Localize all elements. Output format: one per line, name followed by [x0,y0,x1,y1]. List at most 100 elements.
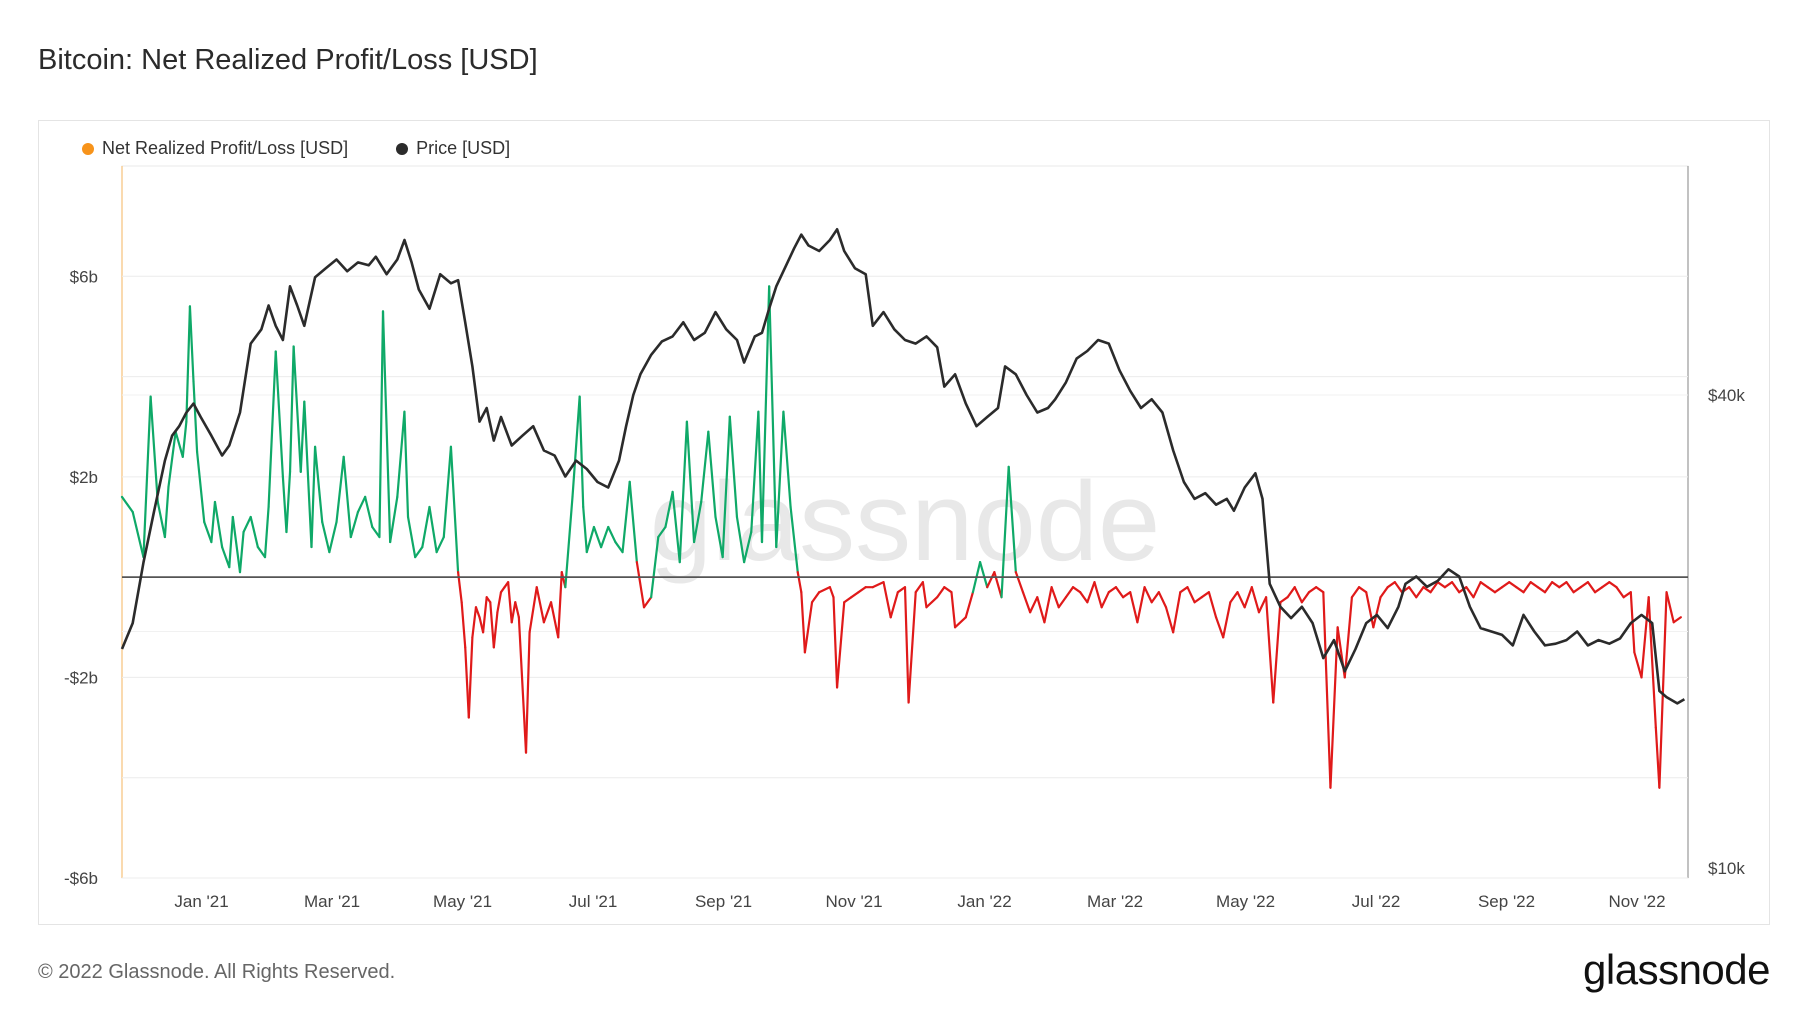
nrpl-segment [1050,586,1060,609]
left-axis-tick-label: -$6b [64,869,98,888]
nrpl-segment [281,475,288,534]
nrpl-segment [414,545,424,559]
nrpl-segment [1379,586,1389,599]
nrpl-segment [1300,591,1311,604]
nrpl-segment [421,505,431,549]
nrpl-segment [1064,586,1075,599]
nrpl-segment [1315,586,1325,594]
nrpl-segment [1121,591,1132,599]
nrpl-segment [664,490,674,529]
nrpl-segment [635,561,646,609]
x-axis-tick-label: Nov '22 [1608,892,1665,911]
nrpl-segment [203,520,213,544]
nrpl-segment [1100,591,1110,609]
nrpl-segment [174,430,184,458]
nrpl-segment [943,586,953,594]
nrpl-segment [907,591,917,704]
nrpl-segment [599,525,610,549]
nrpl-segment [371,525,381,539]
nrpl-segment [471,606,478,639]
nrpl-segment [1265,596,1275,704]
nrpl-segment [1150,591,1160,604]
x-axis-tick-label: Mar '21 [304,892,360,911]
nrpl-segment [789,505,799,574]
nrpl-segment [467,636,474,719]
nrpl-segment [1222,601,1232,639]
nrpl-segment [1365,591,1375,629]
nrpl-segment [950,591,957,629]
nrpl-segment [535,586,545,624]
nrpl-segment [1329,626,1339,789]
nrpl-segment [564,495,574,589]
nrpl-segment [578,395,585,509]
nrpl-segment [953,616,967,629]
nrpl-segment [1665,591,1675,624]
nrpl-segment [1229,591,1239,604]
nrpl-segment [936,586,946,599]
nrpl-segment [1608,581,1618,589]
nrpl-segment [810,591,821,604]
nrpl-segment [903,586,910,704]
nrpl-segment [614,540,624,554]
nrpl-segment [750,410,760,534]
nrpl-segment [1000,465,1010,599]
nrpl-segment [1343,596,1354,679]
nrpl-segment [1307,586,1318,594]
nrpl-segment [1193,596,1203,604]
nrpl-segment [231,515,242,574]
legend-item-price[interactable]: Price [USD] [396,138,510,159]
nrpl-segment [1551,581,1561,589]
nrpl-segment [1207,591,1218,619]
nrpl-segment [549,601,560,639]
nrpl-segment [156,500,167,539]
nrpl-segment [185,305,192,423]
nrpl-segment [195,450,206,524]
nrpl-segment [460,601,467,649]
nrpl-segment [782,410,792,509]
nrpl-segment [517,616,528,754]
x-axis-tick-label: May '21 [433,892,492,911]
nrpl-segment [1107,586,1118,594]
nrpl-segment [700,430,710,504]
x-axis-tick-label: Mar '22 [1087,892,1143,911]
nrpl-segment [1572,586,1582,594]
nrpl-segment [356,495,367,514]
nrpl-segment [1472,581,1482,599]
nrpl-segment [228,515,234,569]
brand-logo: glassnode [1583,946,1770,993]
nrpl-segment [835,601,846,689]
nrpl-segment [1393,581,1404,594]
nrpl-segment [1250,586,1261,614]
nrpl-segment [735,515,746,564]
nrpl-segment [607,525,617,544]
nrpl-segment [685,420,696,544]
nrpl-segment [1640,596,1650,679]
nrpl-segment [285,470,292,534]
nrpl-segment [1157,591,1168,609]
nrpl-segment [1658,591,1668,789]
nrpl-segment [642,596,653,609]
nrpl-segment [1214,616,1225,639]
nrpl-segment [1071,586,1082,594]
nrpl-segment [496,591,503,614]
nrpl-segment [728,415,739,519]
nrpl-segment [1622,591,1632,599]
nrpl-segment [1579,581,1589,589]
legend-label: Net Realized Profit/Loss [USD] [102,138,349,158]
nrpl-segment [449,445,460,574]
nrpl-segment [678,420,689,564]
nrpl-segment [1200,591,1211,599]
nrpl-segment [1143,586,1153,604]
nrpl-segment [1486,586,1497,594]
nrpl-segment [1236,591,1246,609]
legend-item-net-realized-pl[interactable]: Net Realized Profit/Loss [USD] [82,138,348,159]
nrpl-segment [482,596,488,634]
nrpl-segment [803,601,814,654]
nrpl-segment [510,601,517,624]
nrpl-segment [181,420,188,458]
nrpl-segment [192,380,199,453]
nrpl-segment [1586,581,1597,594]
left-axis-tick-label: -$2b [64,668,98,687]
nrpl-segment [1114,586,1125,599]
nrpl-segment [403,410,410,519]
